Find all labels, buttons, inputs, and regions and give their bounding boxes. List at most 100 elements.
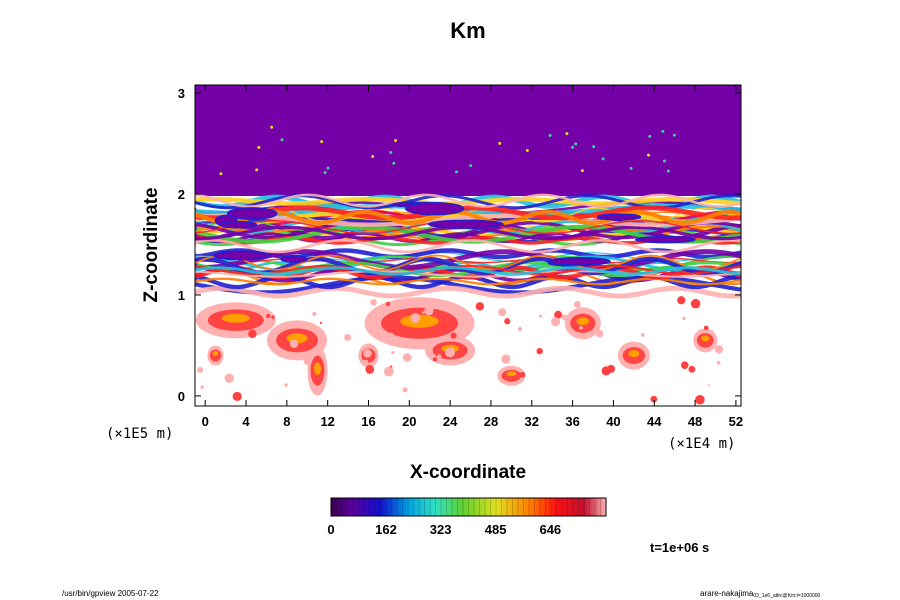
plume-speck xyxy=(370,299,377,306)
band-filament xyxy=(195,254,741,271)
plume-speck xyxy=(365,364,375,374)
upper-speck xyxy=(666,169,670,173)
band-filament xyxy=(195,209,741,226)
plume-speck xyxy=(690,298,701,309)
band-filament xyxy=(195,193,741,208)
plume-speck xyxy=(289,339,299,348)
plume-speck xyxy=(517,326,523,332)
plume-speck xyxy=(501,354,511,364)
upper-speck xyxy=(565,132,569,136)
chart-title: Km xyxy=(450,18,485,43)
time-label: t=1e+06 s xyxy=(650,540,709,555)
plume-speck xyxy=(248,329,257,339)
colorbar-tick-label: 0 xyxy=(327,522,334,537)
plume-speck xyxy=(424,306,434,316)
plume-center xyxy=(400,314,439,328)
x-tick-label: 16 xyxy=(361,414,375,429)
upper-speck xyxy=(371,155,375,159)
plume-speck xyxy=(200,385,205,390)
lower-plumes xyxy=(195,296,724,405)
plume-speck xyxy=(688,365,696,373)
x-tick-label: 44 xyxy=(647,414,662,429)
x-tick-label: 4 xyxy=(242,414,250,429)
plume-speck xyxy=(550,317,560,327)
x-tick-label: 12 xyxy=(320,414,334,429)
plume-speck xyxy=(387,332,394,339)
plume-speck xyxy=(402,353,412,362)
x-axis: 0 4 8 12 16 20 24 28 32 36 40 44 48 52 xyxy=(202,85,743,429)
plume-center xyxy=(313,362,321,375)
colorbar xyxy=(331,498,606,516)
upper-speck xyxy=(326,166,330,170)
plume-speck xyxy=(519,371,526,378)
band-patch xyxy=(548,257,611,266)
y-axis: 0 1 2 3 xyxy=(178,86,741,404)
y-tick-label: 3 xyxy=(178,86,185,101)
plume-speck xyxy=(391,350,395,355)
upper-speck xyxy=(647,153,651,157)
plume-speck xyxy=(385,301,391,307)
colorbar-tick-label: 162 xyxy=(375,522,397,537)
upper-speck xyxy=(592,145,596,149)
colorbar-tick-label: 323 xyxy=(430,522,452,537)
colorbar-ticks: 0 162 323 485 646 xyxy=(327,522,561,537)
upper-speck xyxy=(571,145,575,149)
plume-center xyxy=(628,350,640,358)
upper-speck xyxy=(662,159,666,163)
plume-speck xyxy=(284,383,288,387)
band-filament xyxy=(195,213,741,227)
upper-stable-layer xyxy=(195,85,741,196)
plume-speck xyxy=(680,361,689,370)
x-tick-label: 24 xyxy=(443,414,458,429)
plume-speck xyxy=(344,334,351,341)
plume-speck xyxy=(707,384,710,387)
turbulent-band xyxy=(195,193,741,299)
upper-speck xyxy=(574,142,578,146)
plume-speck xyxy=(402,387,408,393)
colorbar-divisions xyxy=(336,498,601,516)
upper-speck xyxy=(525,148,529,152)
x-tick-label: 52 xyxy=(729,414,743,429)
plume-speck xyxy=(224,373,235,383)
colorbar-frame xyxy=(330,497,607,517)
upper-speck xyxy=(469,164,473,168)
upper-speck xyxy=(455,170,459,174)
plume-speck xyxy=(266,313,271,319)
plume-center xyxy=(576,317,590,326)
upper-speck xyxy=(280,138,284,142)
band-filament xyxy=(195,238,741,254)
footer-right-sub: 03_1e6_attrc@Km;t=1000000 xyxy=(753,593,820,599)
plume-speck xyxy=(554,310,563,319)
upper-speck xyxy=(392,161,396,165)
upper-speck xyxy=(389,150,393,154)
upper-speck xyxy=(548,133,552,137)
x-tick-label: 36 xyxy=(565,414,579,429)
band-patch xyxy=(635,235,696,244)
x-tick-label: 20 xyxy=(402,414,416,429)
colorbar-tick-label: 646 xyxy=(539,522,561,537)
band-filament xyxy=(195,285,741,299)
band-patch xyxy=(427,219,504,229)
footer-left: /usr/bin/gpview 2005-07-22 xyxy=(62,589,159,598)
plume-speck xyxy=(607,364,616,373)
plume-speck xyxy=(504,318,511,325)
upper-speck xyxy=(270,125,274,129)
plume-speck xyxy=(383,366,394,377)
plume-speck xyxy=(695,394,705,405)
plume-speck xyxy=(703,325,709,331)
footer-right: arare-nakajima03_1e6_attrc@Km;t=1000000 xyxy=(700,589,821,599)
plume-speck xyxy=(197,366,204,373)
band-patch xyxy=(597,213,642,221)
plume-speck xyxy=(650,395,658,403)
plume-speck xyxy=(595,329,604,338)
plume-center xyxy=(212,351,219,357)
plot-frame xyxy=(194,84,742,407)
plume-speck xyxy=(475,302,485,311)
plume-speck xyxy=(410,313,421,323)
y-tick-label: 0 xyxy=(178,389,185,404)
plume-speck xyxy=(714,345,724,354)
plume-speck xyxy=(303,357,312,366)
upper-speck xyxy=(320,140,324,144)
plume-speck xyxy=(319,321,323,324)
upper-speck xyxy=(672,133,676,137)
